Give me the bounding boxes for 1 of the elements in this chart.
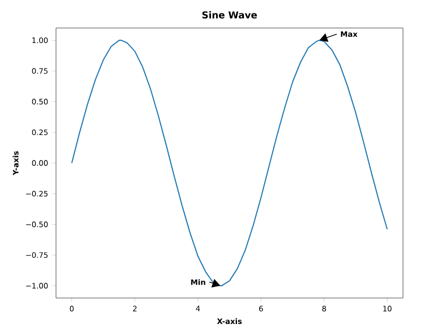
chart-title: Sine Wave xyxy=(202,11,257,19)
